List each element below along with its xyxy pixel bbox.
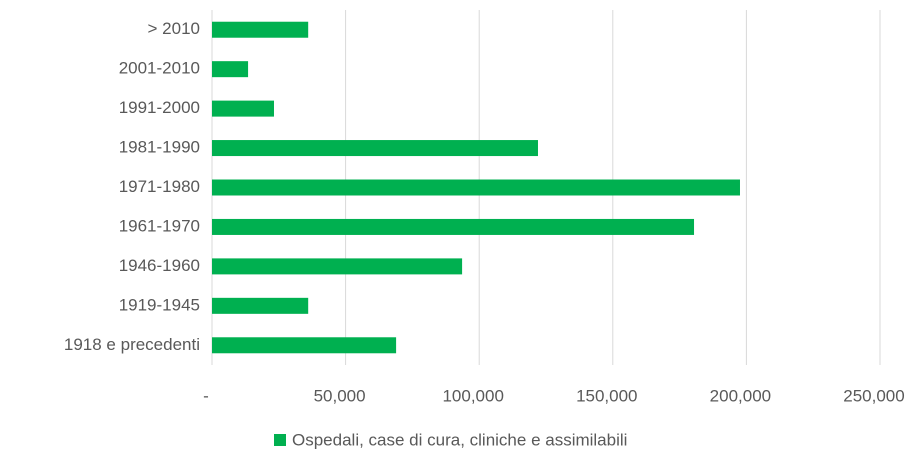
bar (212, 100, 274, 117)
y-tick-label: 1946-1960 (119, 256, 200, 275)
x-tick-label: 150,000 (576, 386, 637, 405)
x-tick-label: 100,000 (442, 386, 503, 405)
x-tick-label: 50,000 (314, 386, 366, 405)
bar (212, 218, 695, 235)
bar (212, 258, 463, 275)
bar (212, 61, 249, 78)
y-tick-label: 1991-2000 (119, 98, 200, 117)
y-tick-label: 1971-1980 (119, 177, 200, 196)
legend-label: Ospedali, case di cura, cliniche e assim… (292, 430, 627, 449)
y-tick-label: 1981-1990 (119, 138, 200, 157)
bar (212, 140, 538, 157)
x-tick-label: 250,000 (843, 386, 904, 405)
legend-swatch (274, 434, 286, 446)
bar (212, 337, 397, 354)
y-tick-label: 1919-1945 (119, 295, 200, 314)
bar (212, 297, 309, 314)
y-tick-label: 1961-1970 (119, 216, 200, 235)
x-tick-label: 200,000 (710, 386, 771, 405)
bar (212, 179, 740, 196)
y-tick-label: 1918 e precedenti (64, 335, 200, 354)
y-tick-label: > 2010 (148, 19, 200, 38)
bar (212, 21, 309, 38)
x-tick-label: - (203, 386, 209, 405)
y-tick-label: 2001-2010 (119, 59, 200, 78)
